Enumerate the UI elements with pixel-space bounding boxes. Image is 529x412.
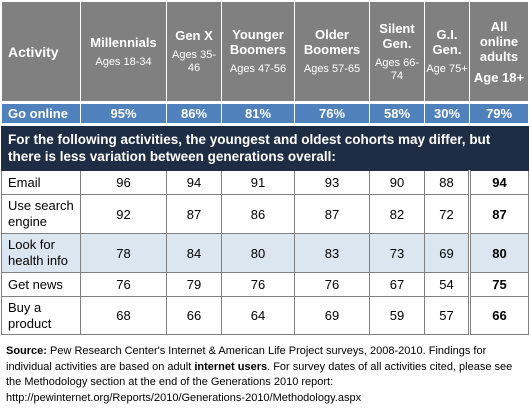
table-cell: 81% — [221, 101, 295, 126]
source-text: . For survey dates of all activities cit… — [6, 360, 513, 404]
table-cell: 95% — [80, 101, 167, 126]
row-label: Look for health info — [1, 233, 81, 273]
source-label: Source: — [6, 345, 47, 357]
table-cell: 76 — [221, 272, 295, 297]
table-cell: 67 — [369, 272, 425, 297]
table-cell-total: 80 — [468, 233, 529, 273]
column-header-ages: Ages 18-34 — [95, 55, 152, 68]
table-cell: 76 — [80, 272, 167, 297]
column-header-label: Younger Boomers — [229, 27, 287, 57]
column-header-younger-boomers: Younger Boomers Ages 47-56 — [221, 1, 295, 103]
column-header-millennials: Millennials Ages 18-34 — [80, 1, 167, 103]
table-cell: 66 — [166, 296, 222, 335]
table-row: Email 96 94 91 93 90 88 94 — [1, 170, 529, 195]
table-cell: 90 — [369, 170, 425, 195]
table-cell: 73 — [369, 233, 425, 273]
column-header-label: Gen X — [175, 28, 213, 43]
table-cell: 84 — [166, 233, 222, 273]
table-cell-total: 87 — [468, 194, 529, 234]
table-cell: 87 — [294, 194, 370, 234]
table-cell: 58% — [369, 101, 425, 126]
column-header-label: Silent Gen. — [379, 20, 415, 51]
table-cell: 92 — [80, 194, 167, 234]
table-cell-total: 94 — [468, 170, 529, 195]
column-header-gen-x: Gen X Ages 35-46 — [166, 1, 222, 103]
table-row: Get news 76 79 76 76 67 54 75 — [1, 272, 529, 297]
table-row: Use search engine 92 87 86 87 82 72 87 — [1, 194, 529, 234]
column-header-ages: Age 18+ — [473, 69, 525, 85]
table-cell: 78 — [80, 233, 167, 273]
table-cell: 86 — [221, 194, 295, 234]
table-cell: 80 — [221, 233, 295, 273]
column-header-label: G.I. Gen. — [432, 27, 462, 57]
activity-header: Activity — [1, 1, 81, 103]
source-note: Source: Pew Research Center's Internet &… — [6, 344, 522, 406]
table-cell: 64 — [221, 296, 295, 335]
table-cell: 79 — [166, 272, 222, 297]
table-cell: 59 — [369, 296, 425, 335]
table-cell: 86% — [166, 101, 222, 126]
table-cell: 88 — [424, 170, 470, 195]
column-header-label: Older Boomers — [303, 27, 361, 57]
column-header-all-online-adults: All online adults Age 18+ — [469, 1, 529, 103]
column-header-silent-gen: Silent Gen. Ages 66-74 — [369, 1, 425, 103]
table-cell: 30% — [424, 101, 470, 126]
table-cell: 57 — [424, 296, 470, 335]
row-label: Use search engine — [1, 194, 81, 234]
column-header-ages: Ages 35-46 — [171, 49, 217, 74]
table-cell-total: 66 — [468, 296, 529, 335]
table-cell: 96 — [80, 170, 167, 195]
row-label: Buy a product — [1, 296, 81, 335]
header-row: Activity Millennials Ages 18-34 Gen X Ag… — [1, 1, 529, 103]
row-label: Get news — [1, 272, 81, 297]
table-row: Look for health info 78 84 80 83 73 69 8… — [1, 233, 529, 273]
column-header-ages: Ages 57-65 — [303, 63, 361, 75]
table-note: For the following activities, the younge… — [1, 124, 529, 171]
generations-activity-table: Activity Millennials Ages 18-34 Gen X Ag… — [1, 1, 529, 335]
source-text: Pew Research Center's Internet & America… — [6, 345, 487, 373]
source-emphasis: internet users — [194, 360, 268, 373]
table-cell: 94 — [166, 170, 222, 195]
table-cell: 79% — [469, 101, 529, 126]
column-header-gi-gen: G.I. Gen. Age 75+ — [424, 1, 470, 103]
table-cell-total: 75 — [468, 272, 529, 297]
row-label: Go online — [1, 101, 81, 126]
table-cell: 93 — [294, 170, 370, 195]
table-cell: 54 — [424, 272, 470, 297]
table-cell: 91 — [221, 170, 295, 195]
column-header-ages: Ages 66-74 — [374, 56, 420, 82]
table-cell: 69 — [294, 296, 370, 335]
table-cell: 76% — [294, 101, 370, 126]
row-label: Email — [1, 170, 81, 195]
go-online-row: Go online 95% 86% 81% 76% 58% 30% 79% — [1, 101, 529, 126]
table-cell: 72 — [424, 194, 470, 234]
table-cell: 87 — [166, 194, 222, 234]
column-header-label: All online adults — [479, 18, 519, 64]
column-header-label: Millennials — [90, 34, 157, 50]
column-header-ages: Age 75+ — [426, 63, 468, 75]
table-cell: 69 — [424, 233, 470, 273]
column-header-older-boomers: Older Boomers Ages 57-65 — [294, 1, 370, 103]
table-cell: 76 — [294, 272, 370, 297]
table-cell: 82 — [369, 194, 425, 234]
column-header-ages: Ages 47-56 — [229, 63, 287, 75]
table-cell: 68 — [80, 296, 167, 335]
table-cell: 83 — [294, 233, 370, 273]
note-row: For the following activities, the younge… — [1, 124, 529, 171]
table-row: Buy a product 68 66 64 69 59 57 66 — [1, 296, 529, 335]
